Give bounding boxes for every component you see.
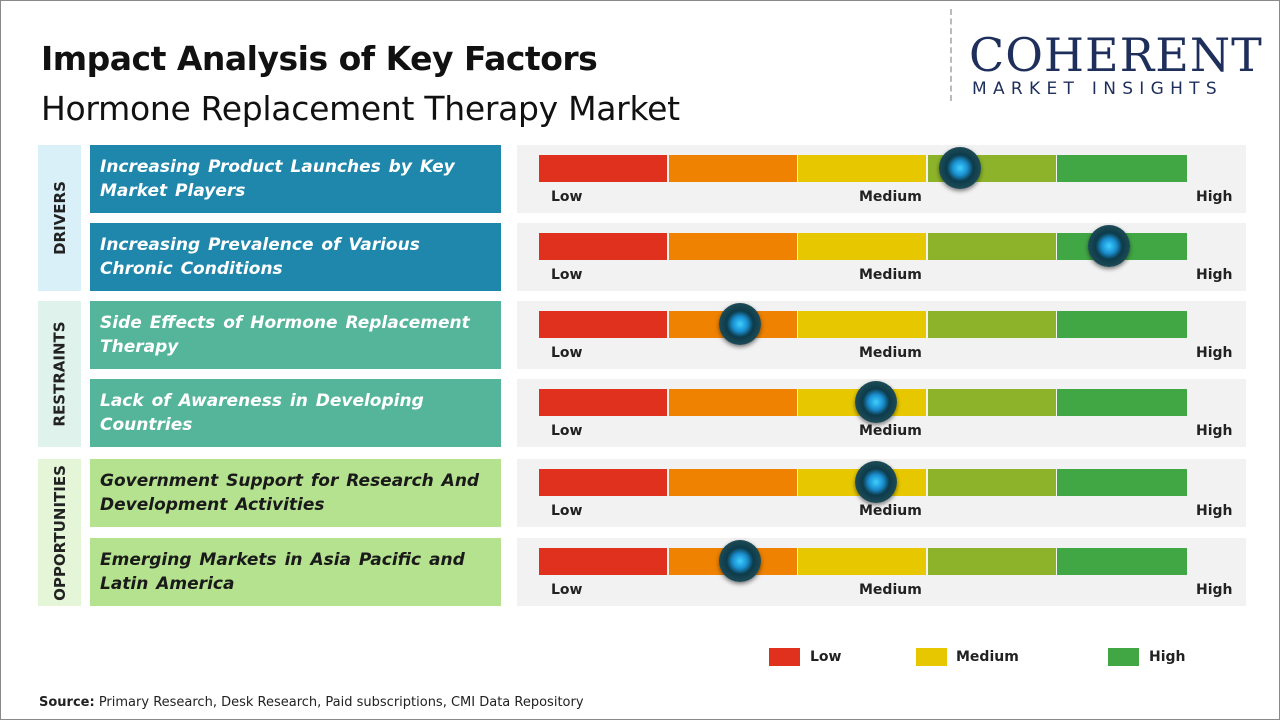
scale-label: Medium [859,189,922,205]
gauge-segment [668,155,797,182]
gauge-segment [927,389,1056,416]
gauge-segment [1057,389,1188,416]
scale-label: Medium [859,582,922,598]
gauge-segment [927,233,1056,260]
category-label: DRIVERS [50,181,69,255]
impact-gauge: Low Medium High [517,145,1246,213]
scale-label: High [1196,423,1233,439]
category-drivers: DRIVERS [38,145,81,291]
scale-label: Medium [859,267,922,283]
gauge-segment [539,155,667,182]
gauge-segment [798,311,927,338]
impact-gauge: Low Medium High [517,538,1246,606]
page-subtitle: Hormone Replacement Therapy Market [41,89,680,128]
gauge-segment [798,155,927,182]
gauge-segment [668,233,797,260]
divider [950,9,952,101]
impact-gauge: Low Medium High [517,459,1246,527]
impact-marker [1088,225,1131,267]
scale-label: Low [551,267,583,283]
legend-swatch-medium [916,648,947,666]
category-label: RESTRAINTS [50,321,69,427]
category-label: OPPORTUNITIES [50,464,69,601]
gauge-segment [1057,469,1188,496]
impact-marker [939,147,982,189]
scale-label: Low [551,582,583,598]
category-opportunities: OPPORTUNITIES [38,459,81,606]
legend-swatch-low [769,648,800,666]
source-note: Source: Primary Research, Desk Research,… [39,695,584,710]
scale-label: Low [551,345,583,361]
gauge-segment [1057,155,1188,182]
scale-label: Medium [859,503,922,519]
gauge-segment [927,311,1056,338]
scale-label: Medium [859,423,922,439]
scale-label: High [1196,189,1233,205]
logo-wordmark: COHERENT [969,28,1263,82]
gauge-segment [668,469,797,496]
factor-label: Increasing Prevalence of Various Chronic… [90,223,501,291]
impact-marker [854,461,897,503]
impact-marker [854,381,897,423]
scale-label: Low [551,189,583,205]
factor-label: Side Effects of Hormone Replacement Ther… [90,301,501,369]
category-restraints: RESTRAINTS [38,301,81,447]
gauge-segment [1057,548,1188,575]
scale-label: Low [551,503,583,519]
gauge-segment [668,389,797,416]
gauge-segment [927,548,1056,575]
gauge-segment [539,233,667,260]
scale-label: High [1196,582,1233,598]
scale-label: High [1196,503,1233,519]
page-title: Impact Analysis of Key Factors [41,39,598,78]
legend-swatch-high [1108,648,1139,666]
legend-label-medium: Medium [956,649,1019,665]
factor-label: Lack of Awareness in Developing Countrie… [90,379,501,447]
scale-label: High [1196,267,1233,283]
impact-gauge: Low Medium High [517,379,1246,447]
gauge-segment [798,233,927,260]
scale-label: Medium [859,345,922,361]
impact-gauge: Low Medium High [517,301,1246,369]
source-text: Primary Research, Desk Research, Paid su… [94,695,584,710]
gauge-segment [539,311,667,338]
factor-label: Increasing Product Launches by Key Marke… [90,145,501,213]
gauge-segment [1057,311,1188,338]
source-label: Source: [39,695,95,710]
gauge-segment [798,548,927,575]
impact-gauge: Low Medium High [517,223,1246,291]
impact-marker [718,303,761,345]
legend-label-low: Low [810,649,842,665]
scale-label: High [1196,345,1233,361]
factor-label: Government Support for Research And Deve… [90,459,501,527]
gauge-segment [927,469,1056,496]
gauge-segment [539,548,667,575]
scale-label: Low [551,423,583,439]
gauge-segment [539,469,667,496]
logo-tagline: MARKET INSIGHTS [972,79,1223,99]
factor-label: Emerging Markets in Asia Pacific and Lat… [90,538,501,606]
gauge-segment [539,389,667,416]
legend-label-high: High [1149,649,1186,665]
impact-marker [718,540,761,582]
